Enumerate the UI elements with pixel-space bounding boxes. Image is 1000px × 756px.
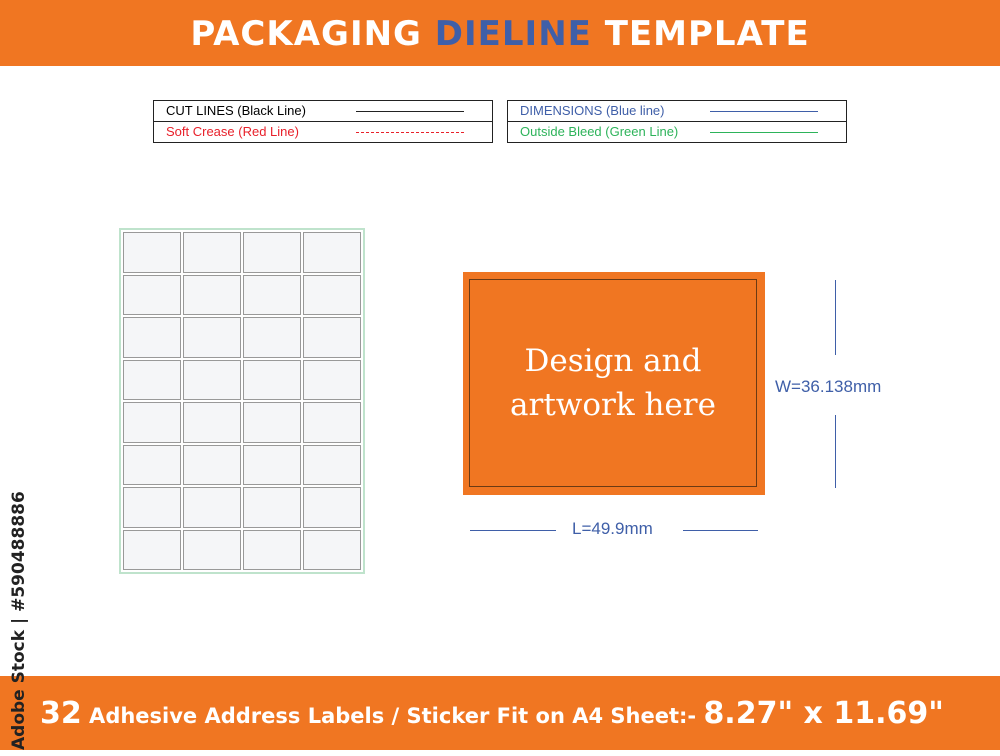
header-banner: PACKAGING DIELINE TEMPLATE	[0, 0, 1000, 66]
dimension-arrow-sample	[710, 111, 818, 112]
label-cell	[183, 232, 241, 273]
label-cell	[303, 529, 361, 570]
label-cell	[303, 402, 361, 443]
legend-cut-label: CUT LINES (Black Line)	[166, 103, 306, 118]
width-dimension-label: W=36.138mm	[775, 377, 882, 396]
footer-count: 32	[40, 696, 82, 731]
width-dimension-line-bottom	[835, 415, 836, 488]
legend-crease-label: Soft Crease (Red Line)	[166, 124, 299, 139]
a4-label-sheet	[119, 228, 365, 574]
footer-text: Adhesive Address Labels / Sticker Fit on…	[81, 704, 704, 728]
artwork-safe-area: Design and artwork here	[469, 279, 757, 487]
label-cell	[303, 359, 361, 400]
width-dimension-line-top	[835, 280, 836, 355]
label-cell	[243, 402, 301, 443]
label-cell	[303, 232, 361, 273]
label-cell	[183, 529, 241, 570]
legend-dimensions: DIMENSIONS (Blue line)	[508, 101, 846, 121]
label-cell	[183, 487, 241, 528]
label-cell	[303, 487, 361, 528]
label-cell	[303, 274, 361, 315]
footer-banner: 32 Adhesive Address Labels / Sticker Fit…	[0, 676, 1000, 750]
length-dimension-label: L=49.9mm	[572, 519, 653, 538]
label-cell	[183, 274, 241, 315]
title-part1: PACKAGING	[190, 14, 435, 54]
stock-credit-text: Adobe Stock | #590488886	[9, 491, 29, 750]
footer-size: 8.27" x 11.69"	[703, 696, 944, 731]
label-cell	[183, 317, 241, 358]
legend-left: CUT LINES (Black Line) Soft Crease (Red …	[153, 100, 493, 143]
legend-right: DIMENSIONS (Blue line) Outside Bleed (Gr…	[507, 100, 847, 143]
title-highlight: DIELINE	[434, 14, 592, 54]
label-cell	[123, 359, 181, 400]
label-cell	[243, 487, 301, 528]
legend-bleed: Outside Bleed (Green Line)	[508, 121, 846, 142]
label-cell	[123, 402, 181, 443]
title-part2: TEMPLATE	[591, 14, 810, 54]
length-dimension-line-right	[683, 530, 758, 531]
length-dimension-line-left	[470, 530, 556, 531]
label-cell	[243, 529, 301, 570]
label-cell	[123, 487, 181, 528]
stock-credit-watermark: Adobe Stock | #590488886	[4, 491, 34, 750]
label-cell	[303, 317, 361, 358]
artwork-text-1: Design and	[524, 343, 702, 379]
label-cell	[183, 444, 241, 485]
legend-crease: Soft Crease (Red Line)	[154, 121, 492, 142]
legend-bleed-label: Outside Bleed (Green Line)	[520, 124, 679, 139]
label-cell	[243, 359, 301, 400]
legend-cut: CUT LINES (Black Line)	[154, 101, 492, 121]
label-cell	[123, 317, 181, 358]
label-cell	[243, 444, 301, 485]
bleed-line-sample	[710, 132, 818, 133]
label-cell	[123, 274, 181, 315]
label-cell	[123, 444, 181, 485]
label-artwork-area: Design and artwork here	[463, 272, 765, 495]
legend-dimensions-label: DIMENSIONS (Blue line)	[520, 103, 665, 118]
label-cell	[243, 232, 301, 273]
artwork-text-2: artwork here	[510, 387, 716, 423]
cut-line-sample	[356, 111, 464, 112]
label-cell	[183, 402, 241, 443]
label-cell	[183, 359, 241, 400]
label-cell	[243, 317, 301, 358]
label-cell	[123, 529, 181, 570]
label-cell	[303, 444, 361, 485]
label-cell	[123, 232, 181, 273]
label-cell	[243, 274, 301, 315]
crease-line-sample	[356, 132, 464, 133]
